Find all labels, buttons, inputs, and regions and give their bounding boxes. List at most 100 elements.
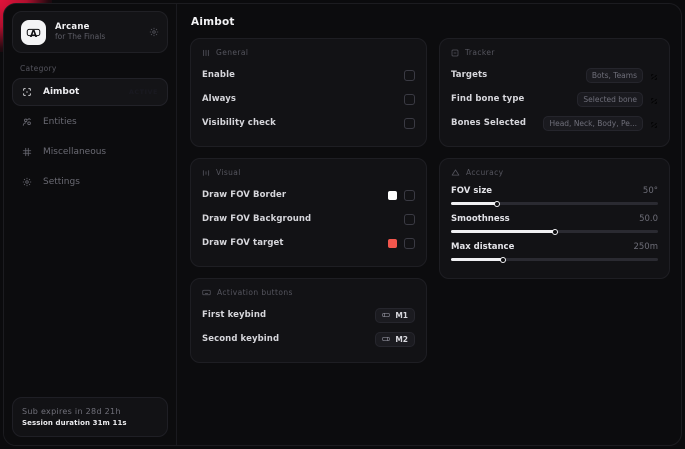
panel-visual: Visual Draw FOV Border Draw FOV Backgrou… — [190, 158, 427, 267]
brand-card[interactable]: A Arcane for The Finals — [12, 11, 168, 53]
slider-label: Max distance — [451, 242, 515, 252]
row-first-keybind: First keybind M1 — [202, 303, 415, 327]
keyboard-icon — [202, 288, 211, 297]
sidebar-nav: Aimbot ACTIVE Entities — [12, 78, 168, 196]
first-keybind-button[interactable]: M1 — [375, 307, 415, 323]
smoothness-slider-track[interactable] — [451, 228, 658, 235]
page-title: Aimbot — [191, 16, 235, 28]
gear-icon — [22, 177, 34, 187]
row-enable: Enable — [202, 63, 415, 87]
enable-checkbox[interactable] — [404, 69, 415, 81]
panel-general: General Enable Always — [190, 38, 427, 147]
subscription-status-card: Sub expires in 28d 21h Session duration … — [12, 397, 168, 437]
find-bone-type-dropdown[interactable]: Selected bone — [577, 91, 643, 107]
draw-fov-background-checkbox[interactable] — [404, 213, 415, 225]
left-column: General Enable Always — [190, 38, 427, 363]
sidebar-item-settings[interactable]: Settings — [12, 168, 168, 196]
row-label: Targets — [451, 70, 488, 80]
draw-fov-target-checkbox[interactable] — [404, 237, 415, 249]
crosshair-icon — [22, 87, 34, 97]
targets-value: Bots, Teams — [591, 70, 637, 80]
svg-text:A: A — [30, 28, 38, 39]
slider-label: Smoothness — [451, 214, 510, 224]
row-targets: Targets Bots, Teams — [451, 63, 658, 87]
sidebar-item-entities[interactable]: Entities — [12, 108, 168, 136]
panel-accuracy: Accuracy FOV size 50° — [439, 158, 670, 279]
panel-accuracy-title: Accuracy — [466, 168, 504, 177]
row-draw-fov-background: Draw FOV Background — [202, 207, 415, 231]
targets-dropdown[interactable]: Bots, Teams — [585, 67, 643, 83]
row-controls: Head, Neck, Body, Pe... — [543, 114, 658, 133]
row-label: Always — [202, 94, 237, 104]
slider-value: 50° — [642, 186, 658, 196]
sidebar-item-label: Entities — [43, 117, 77, 127]
slider-max-distance: Max distance 250m — [451, 239, 658, 267]
fov-target-color-swatch[interactable] — [388, 238, 397, 248]
slider-value: 50.0 — [639, 214, 658, 224]
grid-icon — [22, 147, 34, 157]
sub-expiry-text: Sub expires in 28d 21h — [22, 407, 121, 417]
second-keybind-value: M2 — [395, 334, 408, 344]
panel-tracker: Tracker Targets Bots, Teams — [439, 38, 670, 147]
row-second-keybind: Second keybind M2 — [202, 327, 415, 351]
bones-selected-dropdown[interactable]: Head, Neck, Body, Pe... — [543, 115, 643, 131]
slider-fill — [451, 258, 503, 261]
expand-icon[interactable] — [650, 90, 658, 109]
fov-border-color-swatch[interactable] — [388, 190, 397, 200]
max-distance-slider-handle[interactable] — [499, 256, 506, 263]
panel-visual-title: Visual — [216, 168, 241, 177]
second-keybind-button[interactable]: M2 — [375, 331, 415, 347]
slider-value: 250m — [633, 242, 658, 252]
row-bones-selected: Bones Selected Head, Neck, Body, Pe... — [451, 111, 658, 135]
sidebar-item-label: Aimbot — [43, 87, 80, 97]
row-controls — [388, 189, 415, 201]
panel-tracker-header: Tracker — [451, 48, 658, 57]
brand-subtitle: for The Finals — [55, 32, 106, 42]
eye-icon — [202, 169, 210, 177]
row-controls — [404, 213, 415, 225]
row-label: Draw FOV target — [202, 238, 284, 248]
row-always: Always — [202, 87, 415, 111]
row-controls — [404, 117, 415, 129]
brand-text: Arcane for The Finals — [55, 21, 140, 42]
expand-icon[interactable] — [650, 66, 658, 85]
panel-activation-title: Activation buttons — [217, 288, 293, 297]
always-checkbox[interactable] — [404, 93, 415, 105]
max-distance-slider-track[interactable] — [451, 256, 658, 263]
sidebar-item-aimbot[interactable]: Aimbot ACTIVE — [12, 78, 168, 106]
panel-columns: General Enable Always — [190, 38, 670, 363]
row-label: Bones Selected — [451, 118, 527, 128]
expand-icon[interactable] — [650, 114, 658, 133]
row-controls — [404, 93, 415, 105]
sliders-icon — [202, 49, 210, 57]
slider-label: FOV size — [451, 186, 493, 196]
sidebar-item-miscellaneous[interactable]: Miscellaneous — [12, 138, 168, 166]
brand-name: Arcane — [55, 21, 90, 32]
row-controls: Bots, Teams — [585, 66, 658, 85]
row-label: Visibility check — [202, 118, 276, 128]
fov-size-slider-handle[interactable] — [493, 200, 500, 207]
row-draw-fov-border: Draw FOV Border — [202, 183, 415, 207]
triangle-icon — [451, 168, 460, 177]
mouse-icon — [382, 311, 390, 319]
slider-header: FOV size 50° — [451, 186, 658, 196]
slider-fill — [451, 230, 555, 233]
smoothness-slider-handle[interactable] — [551, 228, 558, 235]
first-keybind-value: M1 — [395, 310, 408, 320]
visibility-check-checkbox[interactable] — [404, 117, 415, 129]
row-controls: M1 — [375, 307, 415, 323]
entities-icon — [22, 117, 34, 127]
row-find-bone-type: Find bone type Selected bone — [451, 87, 658, 111]
row-label: Second keybind — [202, 334, 280, 344]
row-draw-fov-target: Draw FOV target — [202, 231, 415, 255]
row-label: Draw FOV Border — [202, 190, 287, 200]
row-controls: M2 — [375, 331, 415, 347]
sidebar-spacer — [12, 196, 168, 397]
category-label: Category — [20, 64, 57, 73]
row-controls — [404, 69, 415, 81]
gear-icon[interactable] — [149, 27, 159, 37]
slider-header: Max distance 250m — [451, 242, 658, 252]
draw-fov-border-checkbox[interactable] — [404, 189, 415, 201]
app-logo: A — [21, 19, 46, 45]
fov-size-slider-track[interactable] — [451, 200, 658, 207]
